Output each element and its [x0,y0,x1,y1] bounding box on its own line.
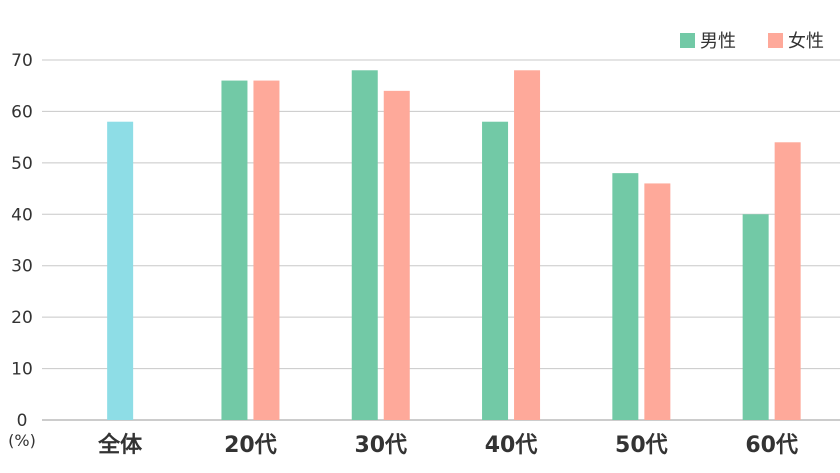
gridlines [42,59,840,421]
y-tick-label: 60 [11,102,33,122]
bars [107,70,801,421]
x-axis-ticks: 全体 20代 30代 40代 50代 60代 [97,432,798,458]
legend: 男性 女性 [680,31,824,52]
bar-女性-50代 [644,183,671,420]
y-tick-label: 0 [17,411,28,431]
bar-男性-40代 [482,121,509,420]
legend-swatch [680,33,695,48]
bar-男性-60代 [742,214,769,420]
legend-swatch [768,33,783,48]
bar-overall-全体 [107,121,134,420]
bar-女性-30代 [383,90,410,420]
x-tick-label: 20代 [224,433,277,458]
bar-女性-40代 [514,70,541,421]
x-tick-label: 全体 [97,432,143,458]
bar-男性-30代 [351,70,378,421]
y-tick-label: 40 [11,205,33,225]
bar-女性-20代 [253,80,280,421]
y-tick-label: 30 [11,257,33,277]
bar-男性-50代 [612,173,639,420]
x-tick-label: 40代 [485,433,538,458]
x-tick-label: 30代 [354,433,407,458]
legend-label: 男性 [700,31,736,52]
y-tick-label: 50 [11,154,33,174]
x-tick-label: 50代 [615,433,668,458]
x-tick-label: 60代 [745,433,798,458]
bar-女性-60代 [774,142,801,421]
y-tick-label: 70 [11,51,33,71]
y-tick-label: 20 [11,308,33,328]
legend-label: 女性 [788,31,824,52]
bar-男性-20代 [221,80,248,421]
y-axis-ticks: 0 10 20 30 40 50 60 70 [11,51,33,431]
y-tick-label: 10 [11,360,33,380]
y-axis-unit-label: (%) [8,431,36,450]
